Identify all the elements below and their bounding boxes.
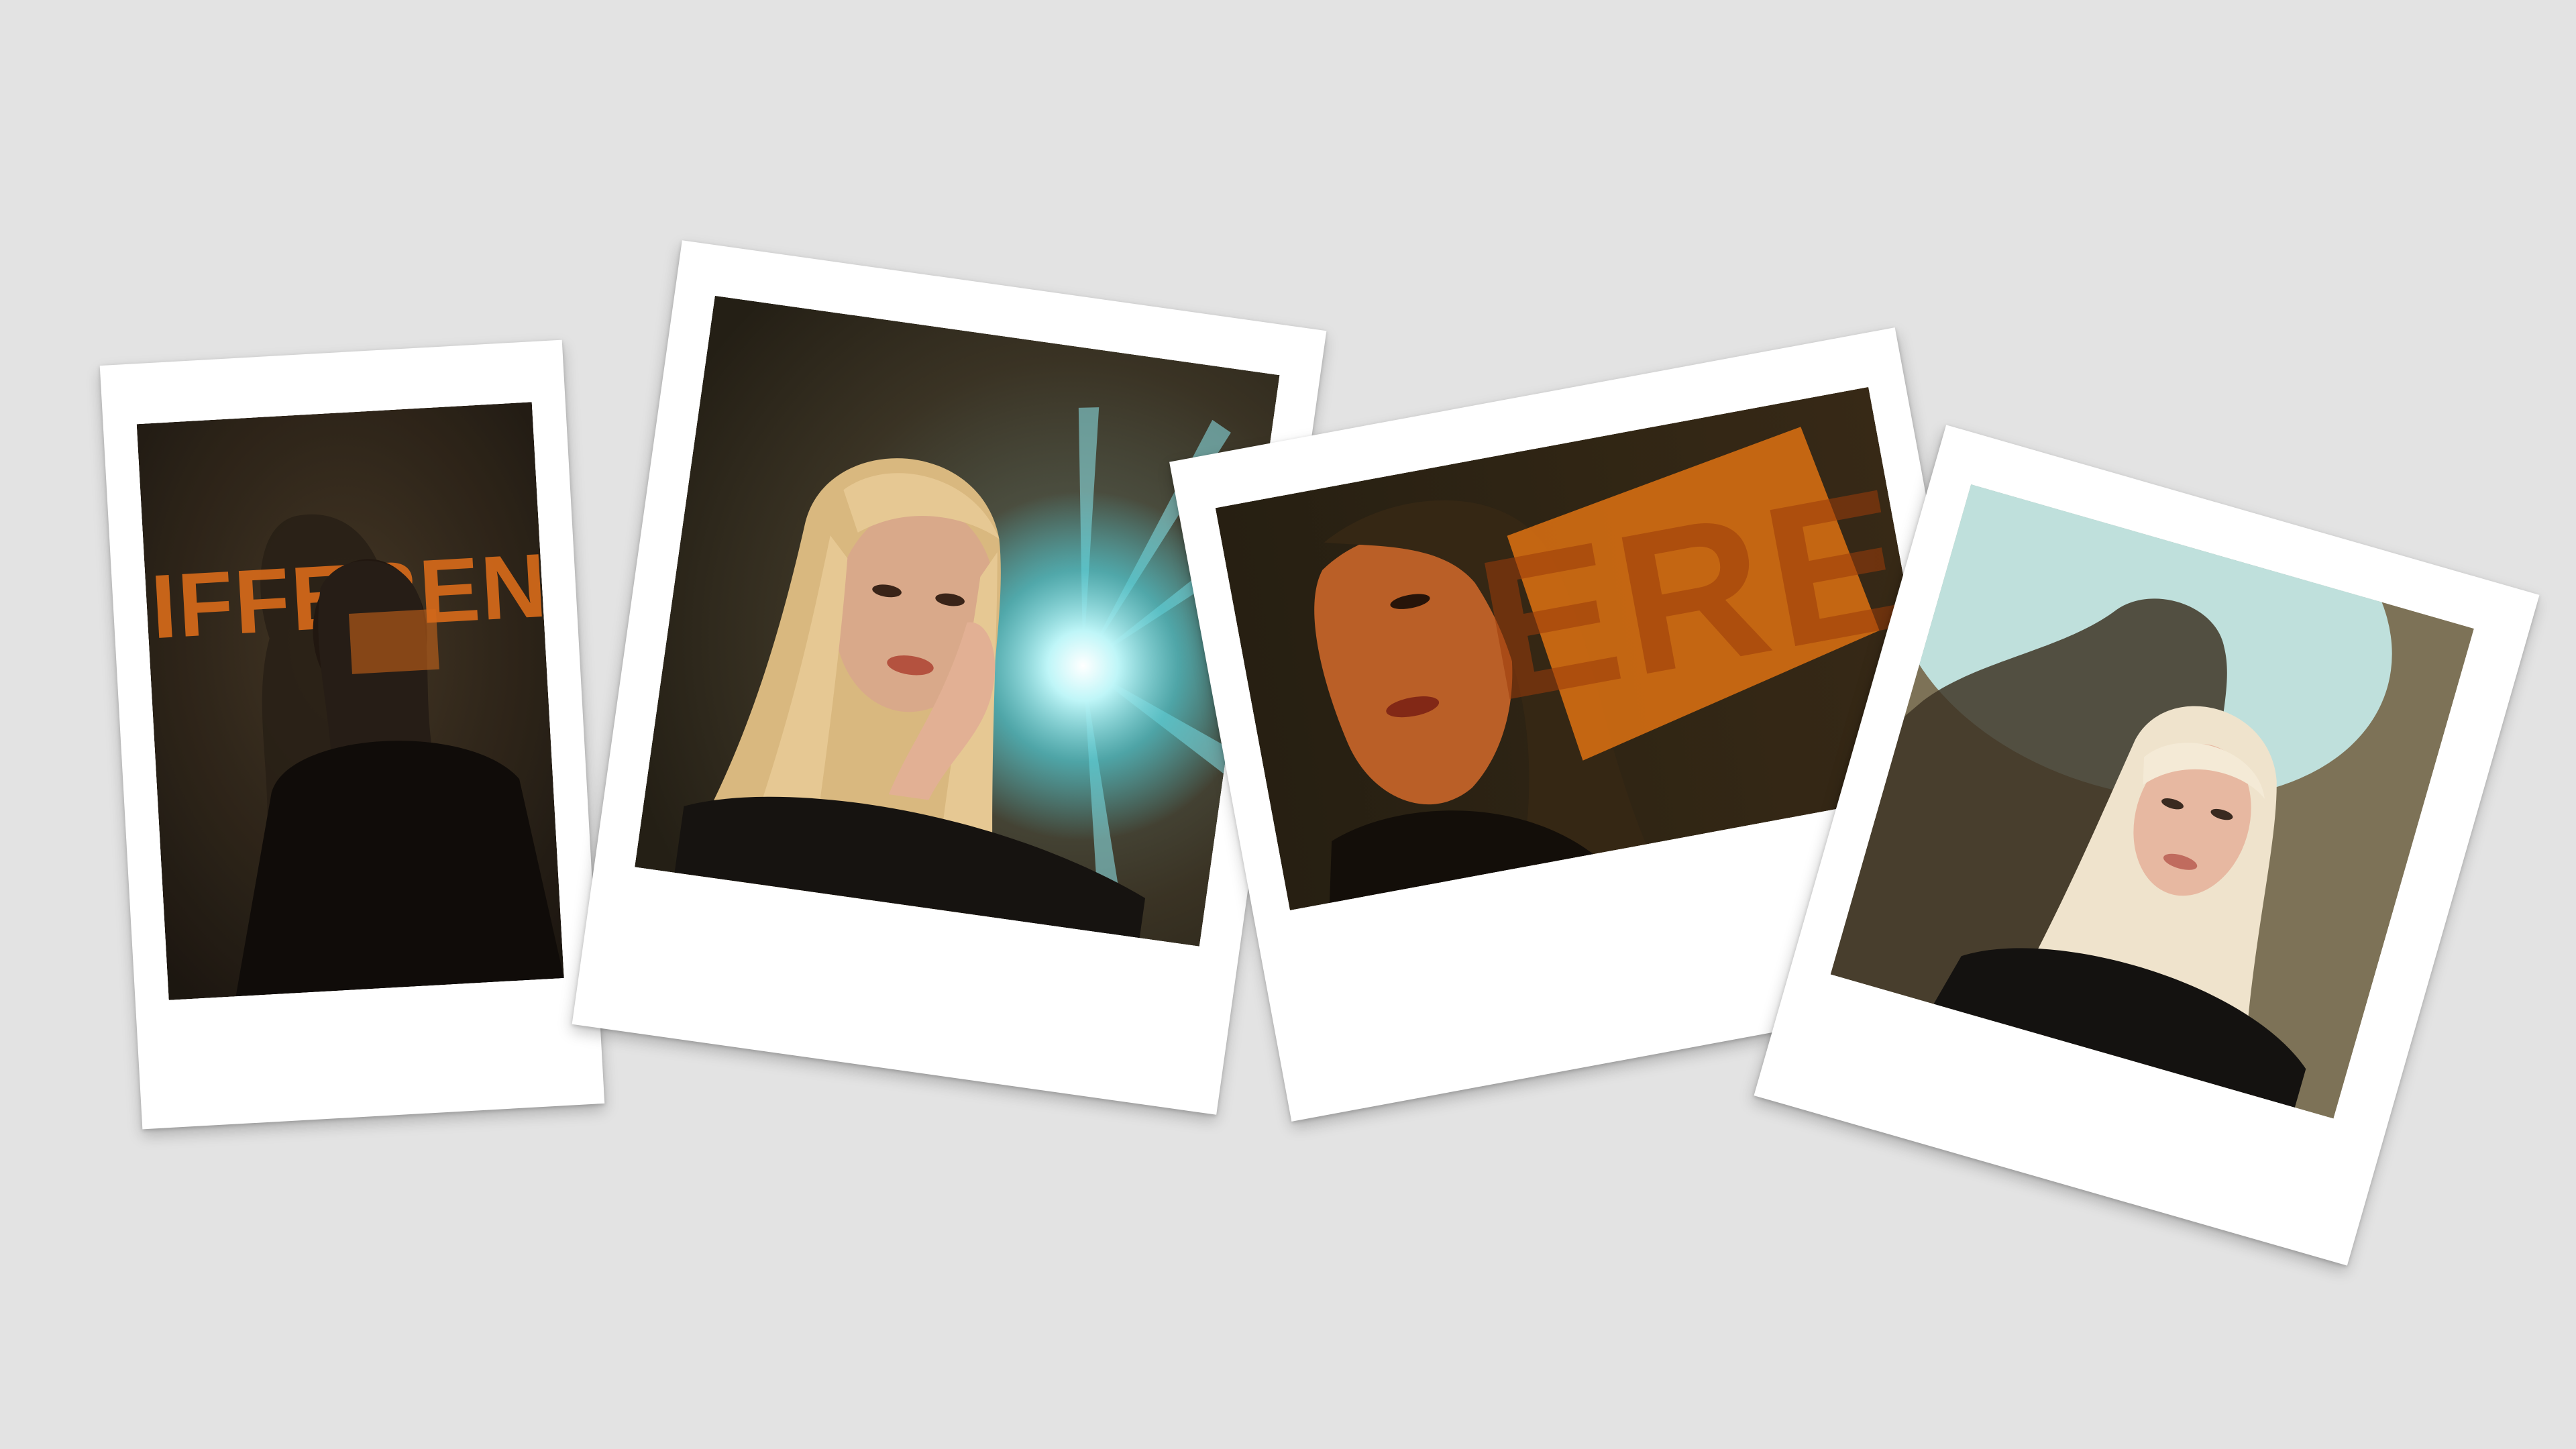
photo-portrait-shadow-silhouette [1830,484,2474,1119]
photo-2-image [635,295,1280,947]
photo-4-image [1830,484,2474,1119]
polaroid-frame-3[interactable]: ERE [1169,327,2017,1122]
polaroid-frame-1[interactable]: DIFFERENT [99,339,605,1130]
polaroid-frame-2[interactable] [572,240,1327,1115]
photo-portrait-light-flare [635,295,1280,947]
photo-3-image: ERE [1215,386,1943,911]
photo-portrait-different-text: DIFFERENT [137,402,564,1000]
polaroid-frame-4[interactable] [1754,425,2540,1266]
photo-1-image: DIFFERENT [137,402,564,1000]
photo-portrait-orange-projection: ERE [1215,386,1943,911]
